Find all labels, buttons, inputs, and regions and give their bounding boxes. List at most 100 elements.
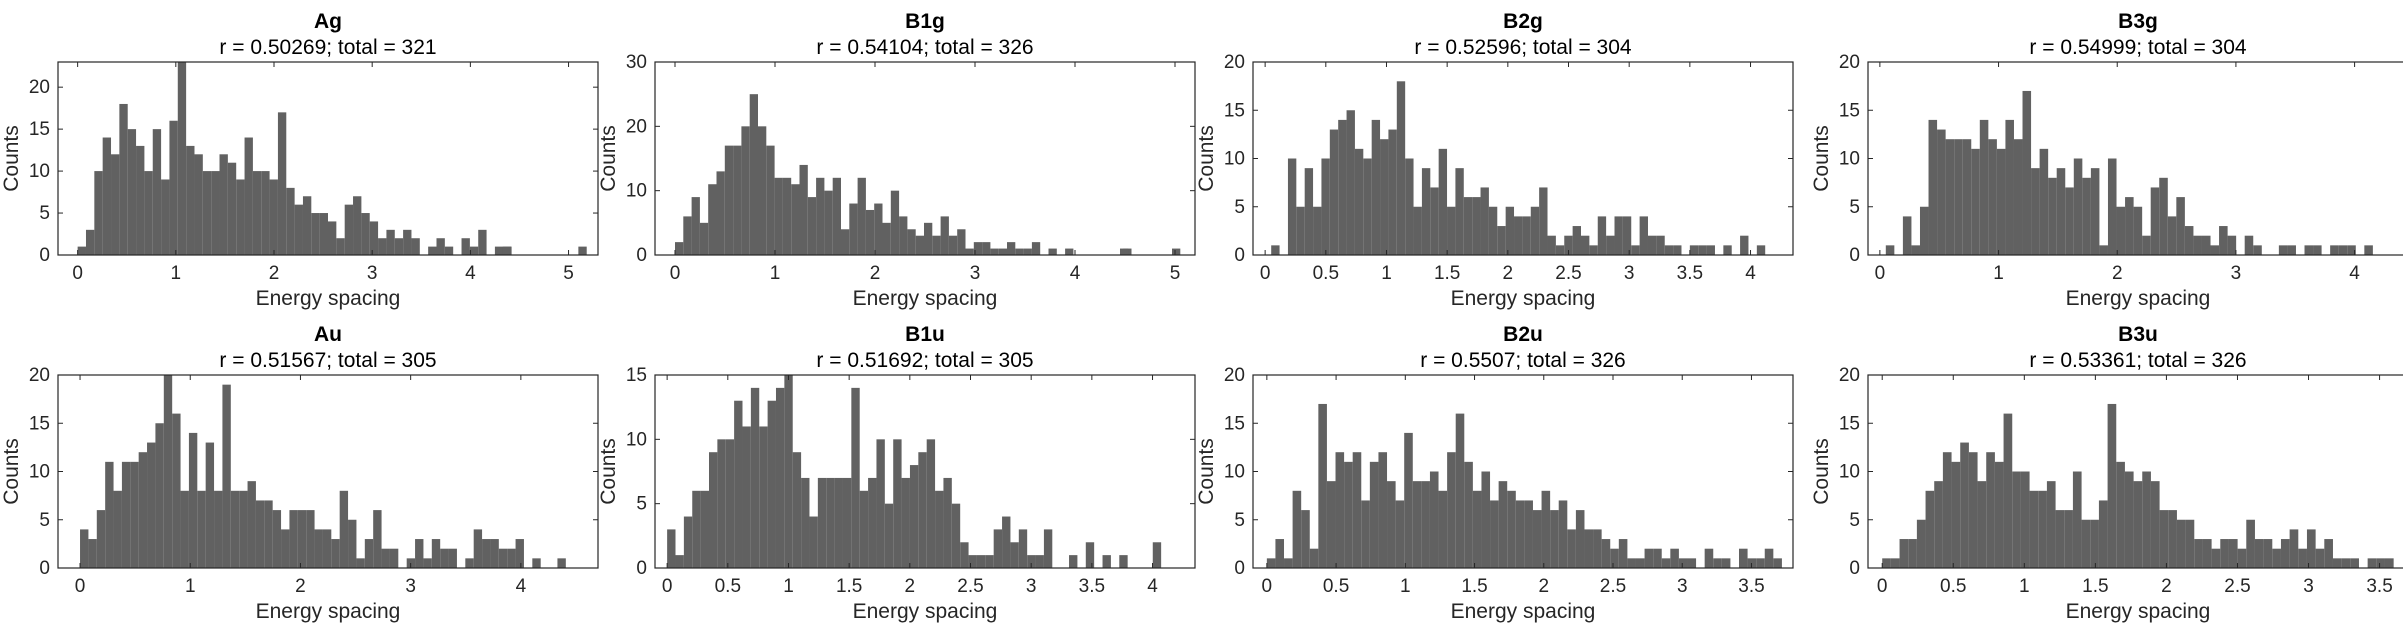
histogram-bar [1925, 490, 1935, 568]
histogram-bar [1480, 187, 1489, 255]
histogram-bar [1048, 248, 1057, 255]
histogram-bar [2056, 168, 2066, 255]
histogram-bar [1363, 158, 1372, 255]
histogram-bar [1309, 548, 1319, 568]
histogram-bar [169, 120, 178, 256]
histogram-bar [968, 555, 977, 568]
histogram-bar [1429, 471, 1439, 568]
histogram-bar [890, 190, 900, 255]
histogram-bar [1756, 558, 1765, 568]
histogram-bar [1678, 558, 1688, 568]
histogram-bar [1614, 216, 1623, 255]
histogram-bar [1593, 529, 1602, 568]
chart-title: Ag [314, 10, 342, 33]
histogram-bar [2133, 206, 2143, 255]
histogram-bar [1951, 461, 1961, 568]
histogram-bar [306, 510, 315, 568]
histogram-bar [2005, 119, 2014, 256]
y-tick-label: 15 [626, 365, 647, 386]
histogram-bar [2237, 548, 2247, 568]
histogram-bar [1622, 216, 1632, 255]
bars-b2g [1271, 81, 1766, 256]
histogram-bar [319, 213, 328, 255]
histogram-bar [1567, 529, 1576, 568]
histogram-bar [1971, 148, 1980, 255]
histogram-bar [1378, 452, 1388, 568]
histogram-bar [119, 103, 128, 256]
y-tick-label: 5 [636, 494, 647, 515]
histogram-bar [369, 221, 379, 255]
histogram-bar [940, 216, 949, 255]
x-axis-label: Energy spacing [256, 600, 401, 623]
histogram-bar [809, 516, 818, 568]
y-tick-label: 0 [636, 558, 647, 579]
histogram-bar [2125, 197, 2134, 255]
histogram-bar [214, 490, 223, 568]
histogram-bar [2202, 539, 2212, 568]
histogram-bar [924, 222, 933, 255]
histogram-bar [1490, 500, 1499, 568]
histogram-bar [2082, 177, 2091, 255]
histogram-bar [1472, 490, 1482, 568]
y-tick-label: 0 [1849, 558, 1860, 579]
histogram-bar [1673, 245, 1682, 255]
histogram-bar [976, 555, 986, 568]
histogram-bar [1023, 248, 1032, 255]
x-tick-label: 2 [2161, 576, 2172, 597]
histogram-bar [1172, 248, 1181, 255]
histogram-bar [186, 145, 195, 255]
bars-b2u [1266, 403, 1782, 568]
y-tick-label: 5 [1849, 510, 1860, 531]
histogram-bar [1361, 500, 1370, 568]
histogram-bar [1687, 558, 1697, 568]
chart-title: B3g [2118, 10, 2158, 33]
histogram-bar [1284, 558, 1293, 568]
histogram-bar [1271, 245, 1280, 255]
histogram-bar [2031, 168, 2040, 255]
histogram-bar [1639, 216, 1648, 255]
histogram-bar [708, 184, 717, 255]
histogram-bar [1463, 197, 1473, 255]
chart-subtitle: r = 0.51567; total = 305 [219, 349, 436, 372]
x-tick-label: 3 [367, 263, 378, 284]
histogram-bar [1979, 119, 1989, 256]
histogram-bar [1464, 461, 1473, 568]
histogram-bar [851, 387, 860, 568]
histogram-bar [121, 461, 131, 568]
histogram-bar [2133, 481, 2143, 568]
x-tick-label: 4 [1147, 576, 1158, 597]
histogram-bar [1421, 481, 1430, 568]
histogram-bar [1928, 119, 1938, 256]
histogram-bar [1396, 81, 1406, 255]
chart-title: B2u [1503, 323, 1543, 346]
histogram-bar [1318, 403, 1327, 568]
histogram-bar [1627, 558, 1636, 568]
histogram-bar [2072, 471, 2082, 568]
histogram-bar [2289, 529, 2299, 568]
histogram-bar [915, 235, 924, 255]
histogram-bar [782, 177, 792, 255]
x-tick-label: 0.5 [1323, 576, 1349, 597]
histogram-bar [1601, 539, 1611, 568]
histogram-bar [102, 137, 112, 255]
histogram-bar [436, 238, 445, 255]
histogram-bar [2185, 519, 2195, 568]
histogram-bar [202, 171, 212, 255]
histogram-bar [957, 229, 966, 255]
histogram-bar [1572, 226, 1581, 255]
histogram-bar [444, 246, 454, 255]
histogram-bar [1102, 555, 1111, 568]
histogram-bar [849, 203, 858, 255]
histogram-bar [339, 490, 349, 568]
x-tick-label: 0.5 [1940, 576, 1966, 597]
histogram-bar [361, 213, 370, 255]
x-tick-label: 5 [1170, 263, 1181, 284]
x-tick-label: 3 [405, 576, 416, 597]
histogram-bar [1120, 248, 1129, 255]
x-tick-label: 1 [770, 263, 781, 284]
histogram-bar [2168, 510, 2177, 568]
histogram-bar [1326, 481, 1336, 568]
histogram-bar [893, 439, 902, 568]
histogram-bar [1713, 558, 1722, 568]
histogram-bar [1338, 119, 1347, 256]
